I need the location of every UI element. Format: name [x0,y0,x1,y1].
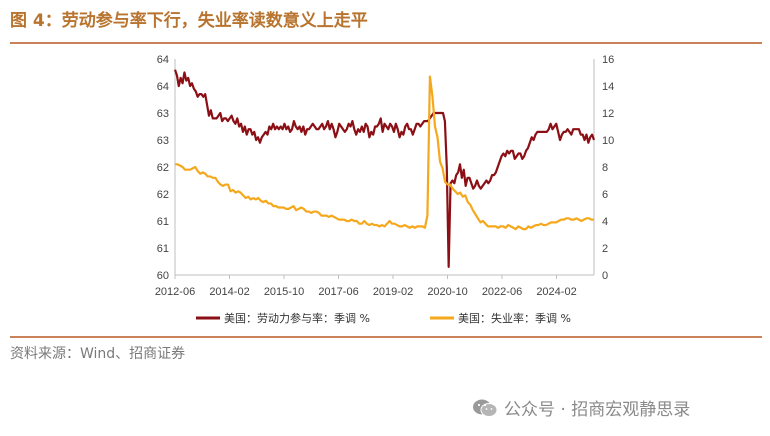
y-left-tick-label: 61 [157,216,169,228]
x-tick-label: 2012-06 [155,286,195,298]
y-right-tick-label: 16 [602,54,614,66]
y-right-tick-label: 14 [602,81,614,93]
title-rule [10,42,762,44]
source-note: 资料来源：Wind、招商证券 [10,346,186,362]
legend-label: 美国：失业率：季调 % [458,311,571,325]
x-tick-label: 2024-02 [536,286,576,298]
y-right-tick-label: 6 [602,189,608,201]
y-left-tick-label: 63 [157,135,169,147]
legend-label: 美国：劳动力参与率：季调 % [224,311,370,325]
x-tick-label: 2014-02 [209,286,249,298]
line-chart: 60 61 61 62 62 63 63 64 64 0 2 4 6 8 10 12 14 16 2012-06 20… [155,54,614,325]
y-right-tick-label: 2 [602,243,608,255]
y-right-tick-label: 10 [602,135,614,147]
watermark: 公众号 · 招商宏观静思录 [472,395,690,420]
x-tick-label: 2019-02 [373,286,413,298]
watermark-text: 公众号 · 招商宏观静思录 [504,400,691,420]
y-left-tick-label: 64 [157,54,169,66]
y-right-tick-label: 4 [602,216,608,228]
y-right-tick-label: 8 [602,162,608,174]
y-left-tick-label: 60 [157,270,169,282]
y-left-tick-label: 64 [157,81,169,93]
y-left-tick-label: 61 [157,243,169,255]
page-title: 图 4：劳动参与率下行，失业率读数意义上走平 [10,11,368,31]
y-left-tick-label: 62 [157,162,169,174]
y-left-tick-label: 63 [157,108,169,120]
footer-rule [10,336,762,338]
x-tick-label: 2022-06 [482,286,522,298]
x-tick-label: 2020-10 [427,286,467,298]
series-line-1 [173,69,596,268]
y-right-tick-label: 0 [602,270,608,282]
wechat-icon [473,399,498,417]
y-left-tick-label: 62 [157,189,169,201]
y-right-tick-label: 12 [602,108,614,120]
x-tick-label: 2017-06 [318,286,358,298]
x-tick-label: 2015-10 [264,286,304,298]
series-line-2 [175,75,594,231]
